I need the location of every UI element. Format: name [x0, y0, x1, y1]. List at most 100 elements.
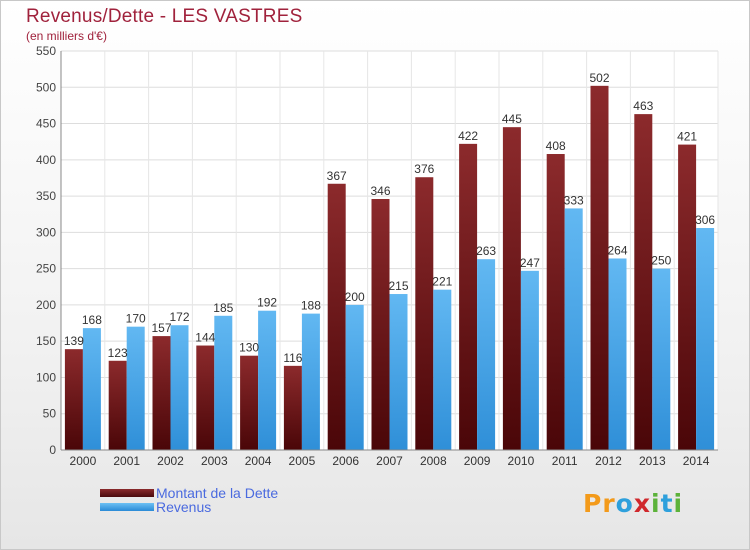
data-label-debt: 421 — [677, 130, 697, 144]
logo-letter: t — [660, 489, 674, 518]
data-label-revenus: 188 — [301, 299, 321, 313]
legend-label-revenus: Revenus — [156, 499, 212, 515]
y-tick-label: 100 — [36, 370, 56, 384]
y-tick-label: 450 — [36, 117, 56, 131]
y-tick-label: 550 — [36, 44, 56, 58]
bar-revenus — [214, 315, 233, 450]
legend-label-debt: Montant de la Dette — [156, 485, 279, 501]
bar-debt — [415, 177, 434, 450]
x-tick-label: 2001 — [113, 454, 140, 468]
data-label-debt: 422 — [458, 129, 478, 143]
y-tick-label: 400 — [36, 153, 56, 167]
bar-revenus — [520, 270, 539, 450]
bar-debt — [327, 183, 346, 450]
data-label-revenus: 247 — [520, 256, 540, 270]
data-label-revenus: 250 — [651, 254, 671, 268]
data-label-debt: 463 — [633, 99, 653, 113]
bar-revenus — [170, 325, 189, 450]
y-tick-label: 250 — [36, 262, 56, 276]
bar-debt — [108, 360, 127, 450]
data-label-revenus: 200 — [345, 290, 365, 304]
bar-revenus — [477, 259, 496, 450]
x-tick-label: 2005 — [289, 454, 316, 468]
bar-debt — [459, 143, 478, 450]
data-label-revenus: 172 — [169, 310, 189, 324]
x-tick-label: 2014 — [683, 454, 710, 468]
proxiti-logo: Proxiti — [583, 489, 683, 518]
x-tick-label: 2008 — [420, 454, 447, 468]
legend-item-debt: Montant de la Dette — [100, 485, 279, 501]
data-label-debt: 367 — [327, 169, 347, 183]
bar-revenus — [345, 304, 364, 450]
data-label-revenus: 221 — [432, 275, 452, 289]
bar-debt — [64, 349, 83, 450]
bar-revenus — [433, 289, 452, 450]
legend-swatch-revenus — [100, 503, 154, 511]
x-tick-label: 2010 — [508, 454, 535, 468]
data-label-revenus: 192 — [257, 296, 277, 310]
x-tick-label: 2002 — [157, 454, 184, 468]
data-label-debt: 445 — [502, 112, 522, 126]
logo-letter: x — [633, 489, 651, 518]
y-tick-label: 350 — [36, 189, 56, 203]
logo-letter: P — [583, 489, 603, 518]
x-tick-label: 2013 — [639, 454, 666, 468]
x-tick-label: 2004 — [245, 454, 272, 468]
x-tick-label: 2006 — [332, 454, 359, 468]
y-tick-label: 300 — [36, 225, 56, 239]
bar-debt — [152, 336, 171, 450]
data-label-debt: 157 — [151, 321, 171, 335]
bar-debt — [371, 198, 390, 450]
bar-revenus — [126, 326, 145, 450]
x-tick-label: 2000 — [70, 454, 97, 468]
y-tick-label: 0 — [49, 443, 56, 457]
bar-revenus — [696, 228, 715, 450]
bar-revenus — [564, 208, 583, 450]
data-label-revenus: 264 — [607, 243, 627, 257]
data-label-debt: 139 — [64, 334, 84, 348]
y-tick-label: 150 — [36, 334, 56, 348]
y-tick-label: 200 — [36, 298, 56, 312]
logo-letter: i — [673, 489, 684, 518]
data-label-debt: 116 — [283, 351, 302, 365]
bar-revenus — [258, 310, 277, 450]
bar-debt — [678, 144, 697, 451]
x-tick-label: 2003 — [201, 454, 228, 468]
x-tick-label: 2007 — [376, 454, 403, 468]
chart-subtitle: (en milliers d'€) — [26, 29, 107, 43]
data-label-revenus: 185 — [213, 301, 233, 315]
data-label-debt: 130 — [239, 341, 259, 355]
data-label-revenus: 333 — [564, 193, 584, 207]
data-label-debt: 144 — [195, 331, 215, 345]
legend-swatch-debt — [100, 489, 154, 497]
bar-debt — [590, 85, 609, 451]
data-label-debt: 346 — [370, 184, 390, 198]
bar-debt — [283, 365, 302, 450]
y-tick-label: 50 — [43, 407, 57, 421]
bar-debt — [634, 114, 653, 450]
data-label-debt: 123 — [108, 346, 128, 360]
chart-title: Revenus/Dette - LES VASTRES — [26, 6, 303, 27]
chart-legend: Montant de la Dette Revenus — [100, 485, 279, 515]
bar-revenus — [389, 294, 408, 450]
bar-debt — [502, 127, 521, 450]
data-label-debt: 376 — [414, 162, 434, 176]
x-tick-label: 2009 — [464, 454, 491, 468]
bar-debt — [240, 355, 259, 450]
y-tick-label: 500 — [36, 80, 56, 94]
data-label-debt: 502 — [589, 71, 609, 85]
x-tick-label: 2012 — [595, 454, 622, 468]
bar-revenus — [652, 268, 671, 450]
data-label-revenus: 306 — [695, 213, 715, 227]
data-label-revenus: 215 — [388, 279, 408, 293]
bar-debt — [196, 345, 215, 450]
data-label-revenus: 168 — [82, 313, 102, 327]
logo-letter: r — [602, 489, 616, 518]
legend-item-revenus: Revenus — [100, 499, 278, 515]
data-label-revenus: 263 — [476, 244, 496, 258]
bar-revenus — [608, 258, 627, 450]
logo-letter: o — [615, 489, 634, 518]
data-label-debt: 408 — [546, 139, 566, 153]
bar-revenus — [301, 313, 320, 450]
